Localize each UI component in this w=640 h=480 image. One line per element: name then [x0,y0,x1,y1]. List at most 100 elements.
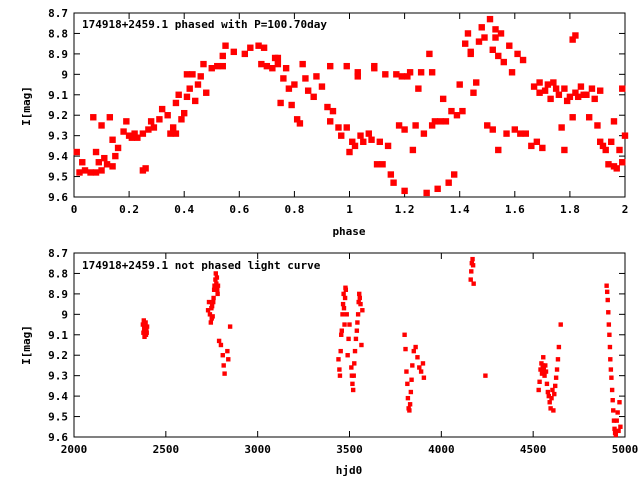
data-point [339,332,344,337]
x-tick-label: 0.6 [229,203,249,216]
data-point [215,291,220,297]
data-point [597,138,604,145]
data-point [549,395,554,401]
data-point [456,81,463,88]
data-point [551,408,556,413]
data-point [616,146,623,154]
data-point [230,48,237,56]
data-point [299,60,306,68]
data-point [470,89,477,96]
unphased-data-points [140,256,623,438]
data-point [341,306,347,311]
data-point [95,159,102,166]
data-point [405,381,410,387]
data-point [585,114,593,121]
data-point [403,346,408,352]
data-point [114,144,122,152]
y-tick-label: 8.9 [48,288,68,301]
data-point [543,369,549,374]
data-point [550,79,557,86]
phased-x-tick-labels: 0 0.2 0.4 0.6 0.8 1 1.2 1.4 1.6 1.8 2 [71,203,629,216]
data-point [134,134,141,141]
data-point [467,48,474,56]
data-point [415,355,420,360]
data-point [313,73,320,80]
data-point [205,308,211,313]
data-point [533,138,541,145]
data-point [337,373,343,378]
data-point [351,142,359,150]
data-point [470,263,476,268]
data-point [164,112,171,119]
unphased-chart-title: 174918+2459.1 not phased light curve [82,259,321,272]
data-point [448,107,455,115]
data-point [215,287,220,292]
data-point [304,87,312,94]
data-point [329,107,337,115]
data-point [608,138,615,145]
data-point [413,344,418,350]
data-point [280,75,287,82]
data-point [619,159,626,166]
data-point [486,15,494,23]
data-point [349,138,356,145]
data-point [354,73,361,80]
data-point [420,361,426,366]
data-point [382,71,389,78]
data-point [145,126,152,133]
data-point [607,344,613,350]
data-point [426,50,433,58]
data-point [492,34,499,41]
data-point [277,99,284,107]
data-point [609,387,615,393]
data-point [393,71,400,78]
data-point [219,52,226,60]
data-point [225,348,230,354]
data-point [614,418,619,423]
data-point [260,44,268,51]
data-point [172,130,180,137]
data-point [390,179,397,186]
data-point [605,297,610,303]
y-tick-label: 9 [61,308,68,321]
y-tick-label: 8.7 [48,247,68,260]
y-tick-label: 9.2 [48,349,68,362]
data-point [172,99,180,107]
data-point [302,75,309,82]
data-point [411,348,416,354]
data-point [143,320,148,325]
data-point [340,301,346,307]
data-point [481,34,488,41]
data-point [150,124,158,131]
x-tick-label: 3000 [244,443,271,456]
data-point [398,73,406,80]
data-point [210,314,215,319]
data-point [420,130,428,137]
data-point [418,369,424,374]
unphased-y-tick-labels: 8.7 8.8 8.9 9 9.1 9.2 9.3 9.4 9.5 9.6 [48,247,68,444]
data-point [206,299,212,305]
data-point [605,161,612,168]
y-tick-label: 9.5 [48,411,68,424]
data-point [412,122,419,129]
data-point [156,116,163,123]
data-point [310,93,317,101]
y-tick-label: 8.8 [48,267,68,280]
data-point [556,344,562,350]
data-point [437,118,444,125]
data-point [604,289,610,295]
x-tick-label: 0 [71,203,78,216]
y-tick-label: 9.4 [48,390,68,403]
data-point [352,361,357,366]
data-point [343,124,350,131]
data-point [558,322,563,327]
data-point [604,283,609,288]
data-point [428,69,436,76]
data-point [552,85,560,92]
data-point [555,357,561,362]
data-point [354,328,360,333]
data-point [602,146,609,154]
x-tick-label: 1.2 [395,203,415,216]
data-point [211,295,216,301]
